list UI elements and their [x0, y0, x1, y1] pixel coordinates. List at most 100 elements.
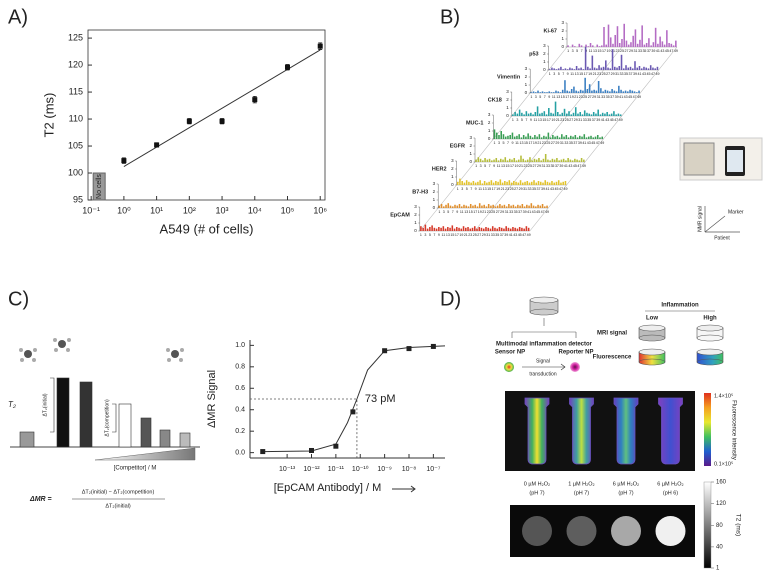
x-tick-label: 41 [619, 95, 623, 99]
bracket [50, 377, 117, 433]
bar [472, 205, 474, 208]
bar [570, 89, 573, 93]
bar [526, 181, 529, 185]
bar [585, 137, 588, 139]
sample-label: 6 µM H₂O₂ [613, 481, 639, 487]
x-tick-label: 43 [642, 72, 646, 76]
y-tick-label: 0 [451, 182, 454, 187]
x-tick-label: 29 [537, 164, 541, 168]
bar [629, 89, 631, 93]
bar [486, 159, 489, 162]
x-tick-label: 31 [505, 210, 509, 214]
bar [474, 182, 477, 185]
diagram-label: Low [646, 316, 658, 322]
bar [636, 67, 639, 70]
x-tick-label: 49 [600, 141, 604, 145]
bar [636, 92, 638, 93]
x-tick-label: 17 [547, 118, 551, 122]
bar [525, 111, 528, 116]
y-tick-label: 0 [414, 228, 417, 233]
x-tick-label: 33 [583, 118, 587, 122]
bar [503, 228, 505, 231]
bar [499, 179, 502, 185]
bar [591, 90, 593, 93]
bar [616, 26, 619, 47]
x-tick-label: 15 [579, 72, 583, 76]
y-tick-label: 3 [543, 43, 546, 48]
fluor-cylinder [638, 358, 666, 366]
y-tick-label: 1.0 [235, 342, 245, 349]
x-tick-label: 23 [524, 164, 528, 168]
x-tick-label: 49 [655, 72, 659, 76]
bar [502, 159, 504, 162]
x-tick-label: 29 [629, 49, 633, 53]
x-tick-label: 23 [505, 187, 509, 191]
bar [588, 84, 591, 93]
legend-label: B7-H3 [412, 189, 428, 195]
bar [533, 180, 535, 185]
x-tick-label: 11 [570, 72, 574, 76]
bar [530, 181, 533, 185]
x-tick-label: 49 [545, 210, 549, 214]
y-tick-label: 3 [506, 89, 509, 94]
x-tick-label: 43 [550, 187, 554, 191]
x-axis-label: [EpCAM Antibody] / M [274, 482, 382, 494]
x-tick-label: 9 [493, 164, 495, 168]
bar [611, 89, 613, 93]
bar [632, 35, 634, 47]
bar [467, 227, 469, 231]
bar [556, 158, 558, 162]
x-tick-label: 37 [518, 210, 522, 214]
schematic-bar [79, 381, 93, 448]
bar [540, 137, 543, 139]
x-tick-label: 7 [544, 95, 546, 99]
bar [442, 226, 445, 231]
x-tick-label: 1 [438, 210, 440, 214]
y-tick-label: 1 [469, 151, 472, 156]
bar [584, 77, 586, 93]
bar [451, 206, 454, 208]
x-tick-label: 13 [446, 233, 450, 237]
bar [613, 111, 615, 116]
bar [589, 68, 591, 70]
particle-icon [53, 338, 57, 342]
bar [585, 44, 587, 47]
bar [518, 109, 521, 116]
data-point [186, 118, 192, 124]
bar [647, 68, 650, 70]
x-tick-label: 3 [535, 95, 537, 99]
schematic-bar [159, 429, 171, 448]
x-tick-label: 49 [674, 49, 678, 53]
x-tick-label: 39 [504, 233, 508, 237]
bar [587, 66, 589, 70]
bar [574, 158, 576, 162]
bar [573, 86, 575, 93]
x-tick-label: 21 [501, 187, 505, 191]
x-tick-label: 10⁻¹¹ [328, 466, 345, 473]
bar [523, 228, 525, 231]
x-tick-label: 37 [573, 141, 577, 145]
y-tick-label: 0.6 [235, 385, 245, 392]
bar [522, 135, 525, 139]
y-tick-label: 1 [414, 220, 417, 225]
fluor-cylinder-top [638, 348, 666, 356]
x-tick-label: 23 [542, 141, 546, 145]
bar [579, 112, 582, 116]
colorbar-tick-label: 80 [716, 523, 723, 529]
y-tick-label: 0 [488, 136, 491, 141]
x-tick-label: 10⁻⁹ [377, 466, 391, 473]
bar [518, 227, 521, 231]
bar [513, 181, 515, 185]
bar [600, 45, 603, 47]
x-tick-label: 35 [550, 164, 554, 168]
bar [475, 159, 477, 162]
legend-label: CK18 [488, 97, 502, 103]
x-tick-label: 15 [469, 210, 473, 214]
x-tick-label: 39 [541, 187, 545, 191]
x-tick-label: 5 [429, 233, 431, 237]
x-tick-label: 3 [553, 72, 555, 76]
bar [468, 181, 470, 185]
colorbar-title: T2 (ms) [734, 514, 741, 536]
bar [519, 205, 521, 208]
connector [511, 318, 577, 338]
